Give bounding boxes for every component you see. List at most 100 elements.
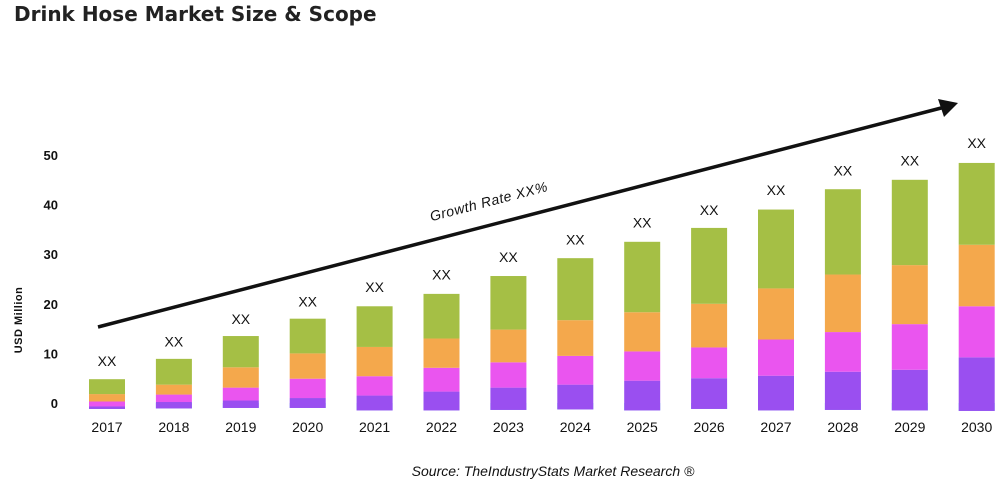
bar-segment xyxy=(89,379,125,395)
data-label: XX xyxy=(967,135,986,151)
x-tick-label: 2022 xyxy=(426,419,457,435)
bar-segment xyxy=(155,394,192,403)
data-label: XX xyxy=(432,266,451,282)
x-tick-label: 2024 xyxy=(560,419,591,435)
data-label: XX xyxy=(499,249,518,265)
bar-segment xyxy=(958,162,995,245)
y-tick-label: 0 xyxy=(51,396,58,411)
page-title: Drink Hose Market Size & Scope xyxy=(14,2,377,26)
x-tick-label: 2017 xyxy=(91,419,122,435)
bar-segment xyxy=(624,241,661,313)
bar-segment xyxy=(423,338,460,368)
x-axis-ticks: 2017 2018 2019 2020 2021 2022 2023 2024 2025 2026… xyxy=(91,419,992,435)
bar-segment xyxy=(423,293,460,339)
bar-segment xyxy=(89,406,125,409)
bar-segment xyxy=(490,362,527,388)
bar-segment xyxy=(758,375,794,411)
bar-segment xyxy=(356,376,393,396)
y-axis-label: USD Million xyxy=(13,287,25,354)
data-label: XX xyxy=(767,182,786,198)
bar-segment xyxy=(289,318,326,354)
bar-segment xyxy=(691,378,728,409)
bars xyxy=(89,162,995,411)
bar-segment xyxy=(691,303,728,348)
data-label: XX xyxy=(834,162,853,178)
bar-segment xyxy=(289,398,326,408)
bar-segment xyxy=(557,355,594,385)
data-label: XX xyxy=(700,202,719,218)
x-tick-label: 2023 xyxy=(493,419,524,435)
bar-segment xyxy=(557,258,594,321)
bar-segment xyxy=(490,276,527,330)
data-label: XX xyxy=(298,294,317,310)
data-label: XX xyxy=(231,311,250,327)
bar-segment xyxy=(423,391,460,411)
y-axis-ticks: 0 10 20 30 40 50 xyxy=(44,148,58,411)
bar-segment xyxy=(356,306,393,347)
bar-segment xyxy=(691,227,728,304)
bar-segment xyxy=(758,339,794,376)
bar-segment xyxy=(691,347,728,379)
bar-segment xyxy=(89,394,125,402)
bar-segment xyxy=(356,395,393,411)
bar-segment xyxy=(356,346,393,377)
bar-segment xyxy=(557,384,594,410)
bar-segment xyxy=(824,371,861,410)
bar-segment xyxy=(891,369,928,411)
x-tick-label: 2027 xyxy=(760,419,791,435)
data-label: XX xyxy=(566,232,585,248)
bar-segment xyxy=(155,402,192,409)
x-tick-label: 2028 xyxy=(827,419,858,435)
bar-segment xyxy=(824,189,861,275)
y-tick-label: 40 xyxy=(44,198,58,213)
data-label: XX xyxy=(633,214,652,230)
y-tick-label: 50 xyxy=(44,148,58,163)
x-tick-label: 2019 xyxy=(225,419,256,435)
bar-segment xyxy=(490,387,527,410)
bar-segment xyxy=(289,353,326,379)
data-label: XX xyxy=(98,353,117,369)
x-tick-label: 2030 xyxy=(961,419,992,435)
bar-segment xyxy=(289,378,326,399)
growth-arrow xyxy=(97,105,946,329)
bar-segment xyxy=(557,320,594,356)
bar-segment xyxy=(824,274,861,333)
bar-segment xyxy=(490,329,527,363)
bar-segment xyxy=(222,387,259,401)
bar-segment xyxy=(824,332,861,372)
x-tick-label: 2021 xyxy=(359,419,390,435)
bar-segment xyxy=(624,312,661,352)
bar-segment xyxy=(423,367,460,392)
bar-segment xyxy=(222,400,259,408)
source-note: Source: TheIndustryStats Market Research… xyxy=(412,463,695,479)
growth-rate-label: Growth Rate XX% xyxy=(428,178,549,224)
bar-segment xyxy=(222,336,259,368)
bar-segment xyxy=(89,401,125,407)
y-tick-label: 10 xyxy=(44,346,58,361)
x-tick-label: 2029 xyxy=(894,419,925,435)
data-label: XX xyxy=(900,152,919,168)
data-label: XX xyxy=(365,279,384,295)
y-tick-label: 20 xyxy=(44,297,58,312)
bar-segment xyxy=(758,288,794,340)
data-label: XX xyxy=(165,333,184,349)
x-tick-label: 2020 xyxy=(292,419,323,435)
bar-segment xyxy=(891,265,928,325)
x-tick-label: 2025 xyxy=(627,419,658,435)
bar-segment xyxy=(891,324,928,370)
bar-segment xyxy=(222,367,259,388)
bar-segment xyxy=(958,306,995,358)
bar-segment xyxy=(624,380,661,411)
bar-segment xyxy=(958,357,995,411)
x-tick-label: 2018 xyxy=(158,419,189,435)
bar-segment xyxy=(624,351,661,381)
data-labels: XX XX XX XX XX XX XX XX XX XX XX XX XX XX xyxy=(98,135,987,369)
y-tick-label: 30 xyxy=(44,247,58,262)
bar-segment xyxy=(155,384,192,395)
x-tick-label: 2026 xyxy=(694,419,725,435)
bar-segment xyxy=(958,244,995,307)
arrow-head-icon xyxy=(938,99,958,117)
bar-segment xyxy=(891,179,928,266)
bar-segment xyxy=(758,209,794,289)
